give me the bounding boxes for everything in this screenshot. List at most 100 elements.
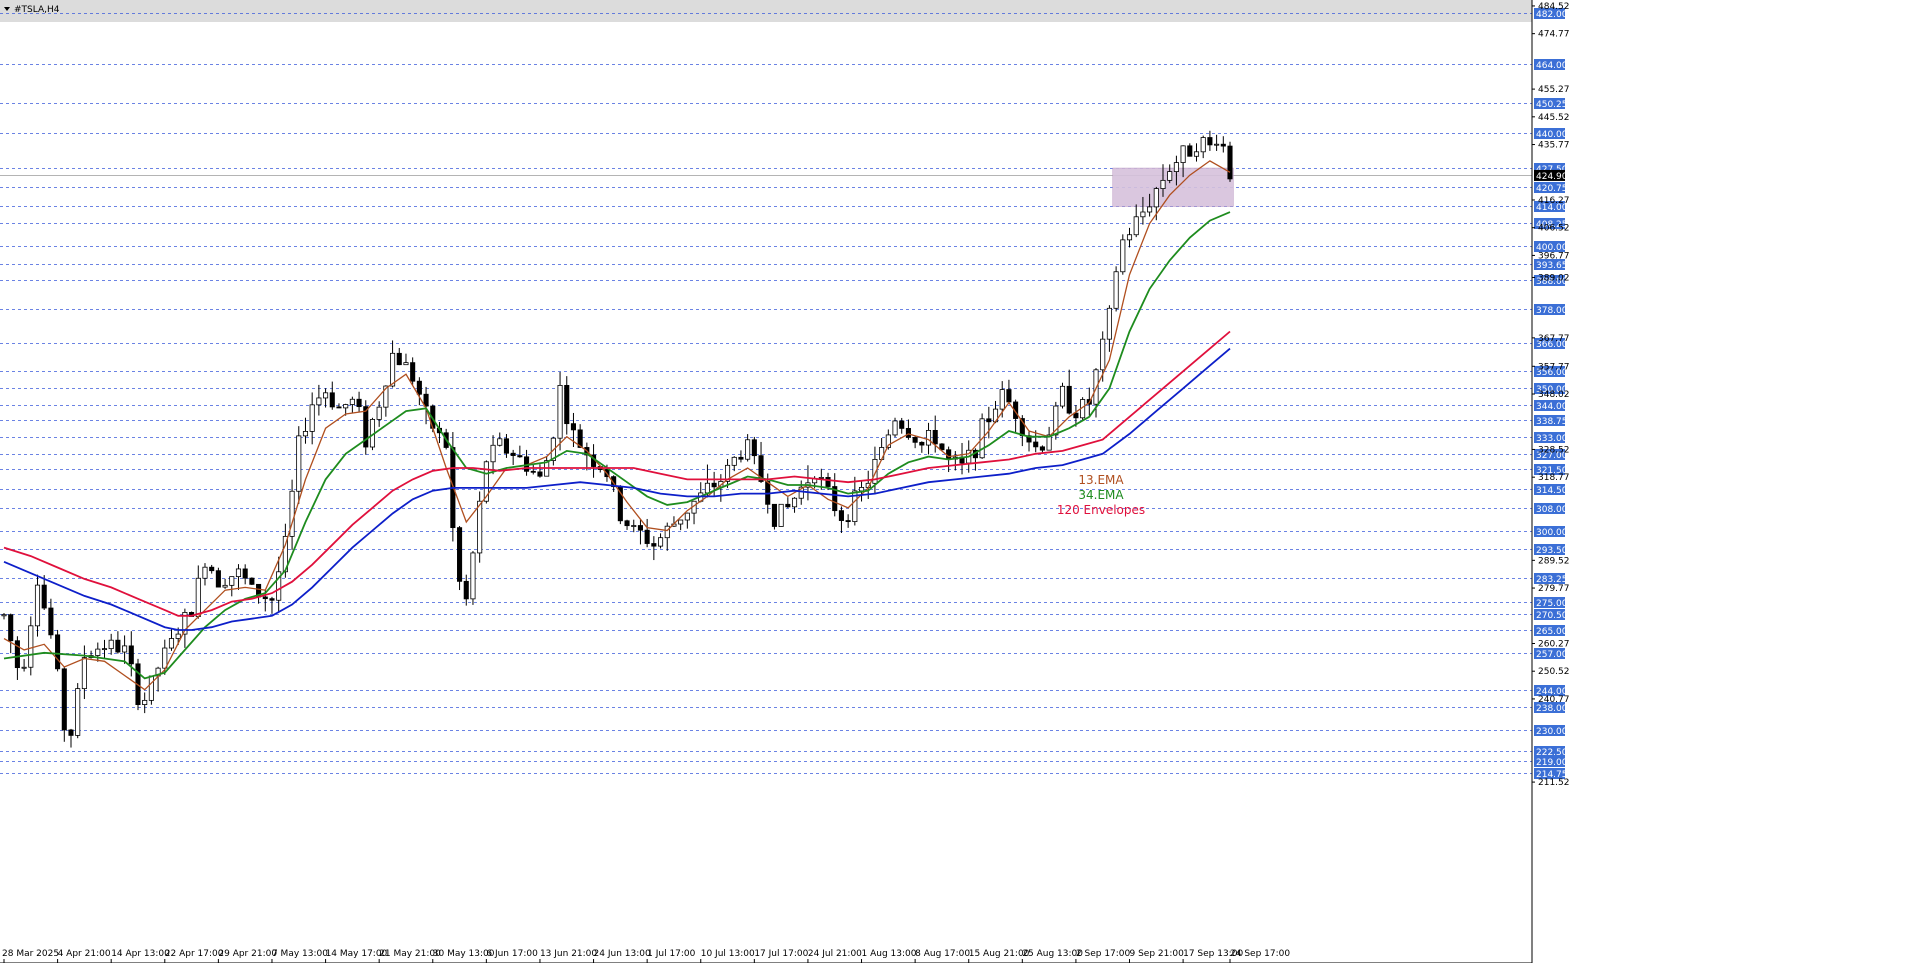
candle-body: [195, 577, 201, 617]
level-label: 344.00: [1536, 402, 1568, 412]
level-label: 450.25: [1536, 100, 1568, 110]
scale-label: 250.52: [1538, 667, 1570, 677]
candle-body: [289, 490, 295, 537]
level-label-box: [1534, 304, 1565, 315]
candle-body: [423, 393, 429, 407]
level-label: 393.65: [1536, 261, 1568, 271]
level-label-box: [1534, 163, 1565, 174]
level-label: 314.50: [1536, 486, 1568, 496]
time-label: 8 Aug 17:00: [915, 949, 970, 959]
scale-label: 455.27: [1538, 85, 1570, 95]
candle-body: [457, 527, 463, 582]
candle-body: [1180, 145, 1186, 163]
level-label: 440.00: [1536, 130, 1568, 140]
candle-body: [215, 570, 221, 588]
time-label: 1 Jul 17:00: [647, 949, 696, 959]
level-label-box: [1534, 573, 1565, 584]
candle-body: [711, 482, 717, 488]
candle-body: [564, 384, 570, 425]
level-label-box: [1534, 544, 1565, 555]
candle-body: [1066, 385, 1072, 414]
candle-body: [517, 455, 523, 458]
candle-body: [724, 464, 731, 482]
candle-body: [751, 439, 757, 457]
candle-body: [122, 645, 128, 653]
candle-body: [396, 352, 402, 366]
candle-body: [932, 429, 938, 445]
candle-body: [858, 487, 865, 492]
candle-body: [269, 598, 275, 601]
candle-body: [1140, 211, 1146, 218]
time-label: 2 Sep 17:00: [1076, 949, 1131, 959]
time-label: 29 Apr 21:00: [218, 949, 277, 959]
candle-body: [55, 634, 61, 670]
candle-body: [329, 392, 335, 408]
series-line-120-ma: [3, 347, 1231, 631]
scale-label: 279.77: [1538, 584, 1570, 594]
level-label: 356.00: [1536, 368, 1568, 378]
candle-body: [235, 568, 242, 578]
candle-body: [48, 607, 54, 636]
candle-body: [684, 512, 690, 521]
candle-body: [1026, 435, 1032, 443]
level-label: 222.50: [1536, 748, 1568, 758]
level-label: 257.00: [1536, 650, 1568, 660]
level-label-box: [1534, 432, 1565, 443]
level-label: 275.00: [1536, 599, 1568, 609]
candle-body: [81, 657, 87, 690]
candle-body: [242, 568, 248, 579]
candle-body: [678, 519, 684, 525]
series-line-34-ema: [3, 211, 1231, 680]
level-label-box: [1534, 609, 1565, 620]
candle-body: [1046, 434, 1052, 451]
current-price-label: 424.90: [1536, 172, 1568, 182]
time-label: 17 Sep 13:00: [1183, 949, 1243, 959]
candle-body: [128, 645, 134, 665]
time-label: 25 Aug 13:00: [1022, 949, 1083, 959]
candle-body: [229, 576, 235, 586]
series-line-13-ema: [3, 160, 1231, 691]
candle-body: [664, 525, 670, 539]
price-scale[interactable]: 482.00464.00450.25440.00427.50420.75414.…: [1532, 2, 1570, 788]
candle-body: [1173, 162, 1179, 172]
time-label: 9 Sep 21:00: [1130, 949, 1185, 959]
candle-body: [68, 729, 74, 736]
collapse-arrow-icon[interactable]: [4, 7, 10, 11]
scale-label: 389.02: [1538, 273, 1570, 283]
level-label-box: [1534, 449, 1565, 460]
scale-label: 328.52: [1538, 445, 1570, 455]
candle-body: [1200, 137, 1206, 153]
level-label: 308.00: [1536, 505, 1568, 515]
highlight-zone: [1112, 167, 1234, 207]
scale-label: 484.52: [1538, 2, 1570, 12]
candle-body: [1120, 239, 1126, 273]
chart-title: #TSLA,H4: [14, 5, 60, 15]
level-label-box: [1534, 182, 1565, 193]
candle-body: [577, 429, 583, 448]
level-label: 214.75: [1536, 770, 1568, 780]
candle-body: [503, 438, 510, 454]
candle-body: [1073, 412, 1079, 419]
candle-body: [282, 535, 288, 573]
candle-body: [1126, 234, 1133, 241]
level-label-box: [1534, 685, 1565, 696]
candle-body: [403, 362, 409, 366]
level-label: 219.00: [1536, 758, 1568, 768]
time-label: 30 May 13:00: [433, 949, 495, 959]
level-label-box: [1534, 201, 1565, 212]
candle-body: [1133, 216, 1139, 236]
candle-body: [1167, 171, 1173, 181]
time-label: 14 Apr 13:00: [111, 949, 170, 959]
candle-body: [356, 398, 362, 408]
candle-body: [1227, 145, 1233, 180]
level-label-box: [1534, 484, 1565, 495]
level-label-box: [1534, 746, 1565, 757]
time-label: 21 May 21:00: [379, 949, 441, 959]
candle-body: [1207, 137, 1213, 146]
candle-body: [316, 397, 322, 406]
candle-body: [1059, 385, 1066, 407]
candle-body: [309, 404, 315, 432]
